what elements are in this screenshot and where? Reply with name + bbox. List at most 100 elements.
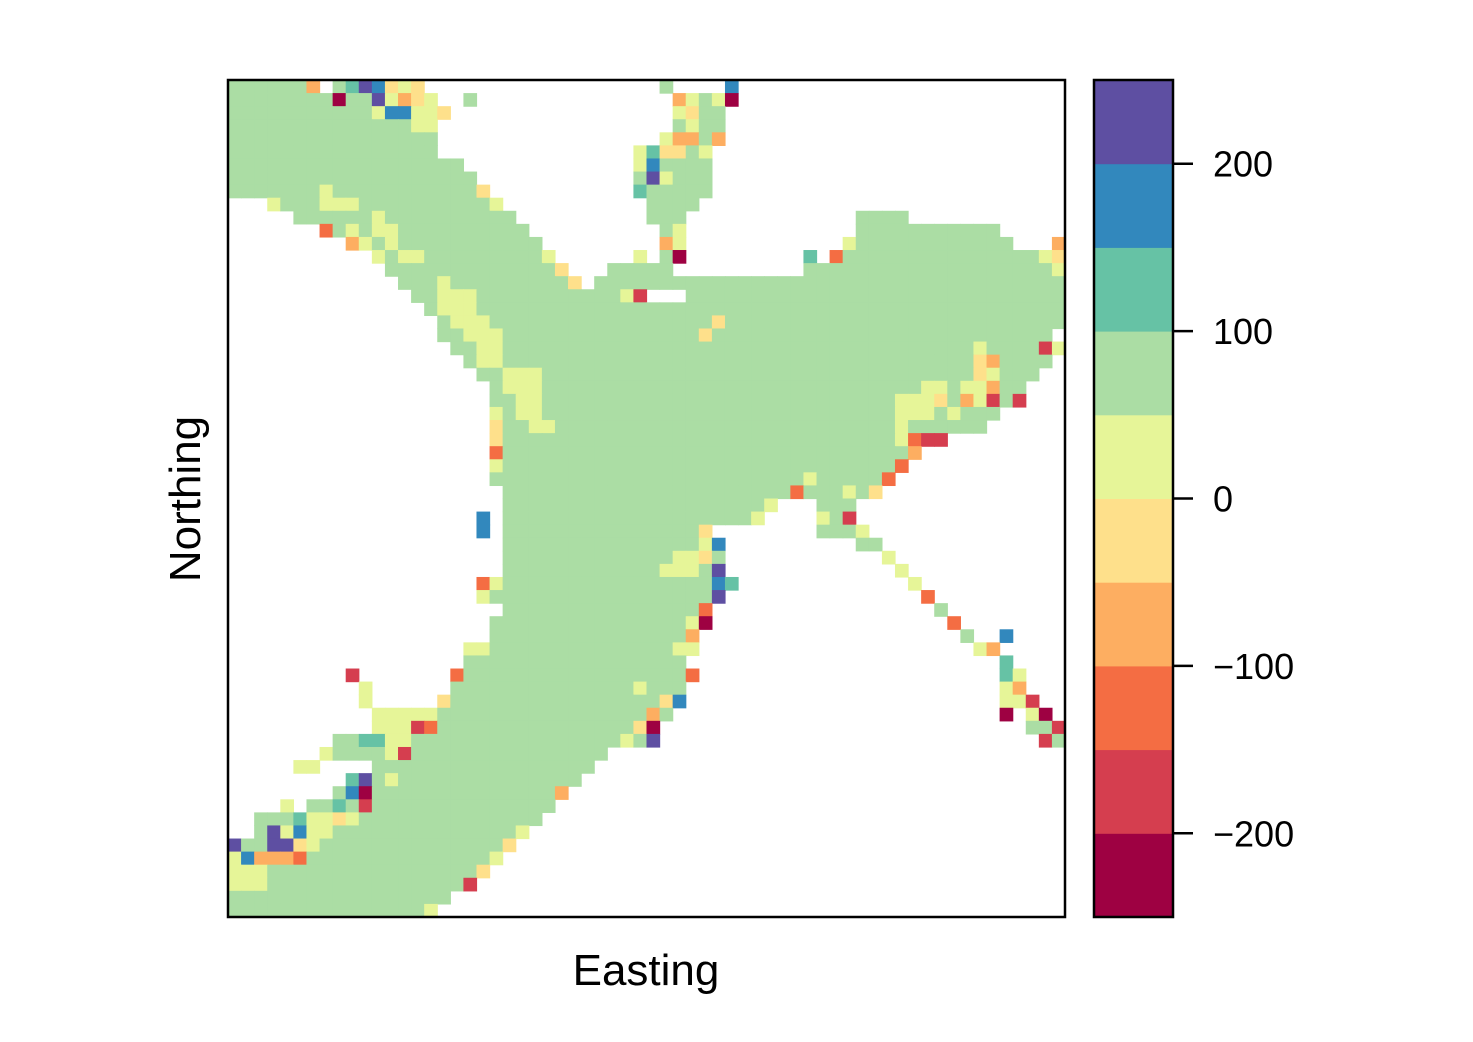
y-axis-label: Northing: [161, 416, 210, 582]
heatmap-cell: [411, 236, 425, 251]
heatmap-cell: [685, 511, 700, 526]
heatmap-cell: [607, 511, 621, 526]
heatmap-cell: [241, 93, 255, 107]
heatmap-cell: [241, 80, 255, 94]
heatmap-cell: [738, 498, 752, 513]
heatmap-cell: [528, 420, 543, 434]
heatmap-cell: [450, 223, 465, 238]
heatmap-cell: [502, 694, 517, 709]
heatmap-cell: [698, 459, 713, 473]
heatmap-cell: [921, 420, 935, 434]
heatmap-cell: [894, 289, 909, 303]
heatmap-cell: [489, 367, 504, 382]
heatmap-cell: [371, 707, 386, 722]
heatmap-cell: [816, 406, 831, 421]
heatmap-cell: [528, 406, 543, 421]
heatmap-cell: [489, 786, 504, 800]
heatmap-cell: [816, 433, 831, 447]
heatmap-cell: [476, 576, 491, 591]
heatmap-cell: [1025, 302, 1040, 317]
heatmap-cell: [398, 864, 412, 879]
heatmap-cell: [738, 446, 752, 460]
heatmap-cell: [384, 720, 399, 735]
heatmap-cell: [476, 786, 491, 800]
heatmap-cell: [620, 550, 635, 565]
heatmap-cell: [855, 302, 870, 317]
heatmap-cell: [450, 707, 465, 722]
heatmap-cell: [541, 511, 556, 526]
heatmap-cell: [672, 655, 687, 670]
heatmap-cell: [607, 720, 621, 735]
heatmap-cell: [568, 289, 582, 303]
colorbar: [1092, 78, 1175, 919]
heatmap-cell: [241, 838, 255, 853]
heatmap-cell: [476, 864, 491, 879]
heatmap-cell: [293, 877, 308, 892]
heatmap-cell: [424, 773, 438, 787]
heatmap-cell: [594, 655, 608, 670]
heatmap-cell: [816, 289, 831, 303]
heatmap-cell: [829, 498, 844, 513]
heatmap-cell: [267, 158, 281, 173]
heatmap-cell: [999, 341, 1014, 356]
heatmap-cell: [724, 315, 739, 330]
heatmap-cell: [241, 890, 255, 905]
heatmap-cell: [803, 420, 818, 434]
heatmap-cell: [450, 864, 465, 879]
heatmap-cell: [921, 289, 935, 303]
heatmap-cell: [685, 616, 700, 630]
heatmap-cell: [489, 668, 504, 683]
heatmap-cell: [724, 576, 739, 591]
heatmap-cell: [424, 223, 438, 238]
heatmap-cell: [594, 472, 608, 487]
heatmap-cell: [541, 276, 556, 290]
heatmap-cell: [594, 406, 608, 421]
heatmap-cell: [437, 773, 451, 787]
heatmap-cell: [633, 145, 648, 160]
heatmap-cell: [568, 642, 582, 657]
heatmap-cell: [1012, 681, 1027, 696]
heatmap-cell: [790, 420, 805, 434]
heatmap-cell: [646, 210, 661, 225]
heatmap-cell: [502, 825, 517, 840]
heatmap-cell: [711, 563, 726, 578]
heatmap-cell: [306, 877, 321, 892]
heatmap-cell: [1012, 263, 1027, 277]
heatmap-cell: [541, 524, 556, 539]
heatmap-cell: [803, 276, 818, 290]
heatmap-cell: [659, 576, 674, 591]
heatmap-cell: [437, 315, 451, 330]
heatmap-cell: [842, 354, 857, 369]
heatmap-cell: [607, 263, 621, 277]
heatmap-cell: [738, 276, 752, 290]
heatmap-cell: [554, 550, 569, 565]
heatmap-cell: [816, 524, 831, 539]
heatmap-cell: [528, 511, 543, 526]
heatmap-cell: [607, 328, 621, 343]
heatmap-cell: [411, 799, 425, 813]
heatmap-cell: [581, 616, 595, 630]
heatmap-cell: [855, 446, 870, 460]
heatmap-cell: [332, 812, 347, 827]
heatmap-cell: [424, 877, 438, 892]
heatmap-cell: [711, 590, 726, 604]
heatmap-cell: [738, 315, 752, 330]
heatmap-cell: [476, 511, 491, 526]
heatmap-cell: [541, 367, 556, 382]
heatmap-cell: [528, 629, 543, 643]
heatmap-cell: [398, 760, 412, 774]
heatmap-cell: [646, 537, 661, 552]
heatmap-cell: [881, 420, 896, 434]
heatmap-cell: [881, 236, 896, 251]
heatmap-cell: [424, 93, 438, 107]
heatmap-cell: [842, 315, 857, 330]
heatmap-cell: [711, 498, 726, 513]
heatmap-cell: [764, 380, 778, 395]
heatmap-cell: [646, 576, 661, 591]
heatmap-cell: [528, 681, 543, 696]
heatmap-cell: [947, 328, 961, 343]
heatmap-cell: [541, 380, 556, 395]
heatmap-cell: [842, 302, 857, 317]
heatmap-cell: [411, 707, 425, 722]
heatmap-cell: [411, 746, 425, 761]
